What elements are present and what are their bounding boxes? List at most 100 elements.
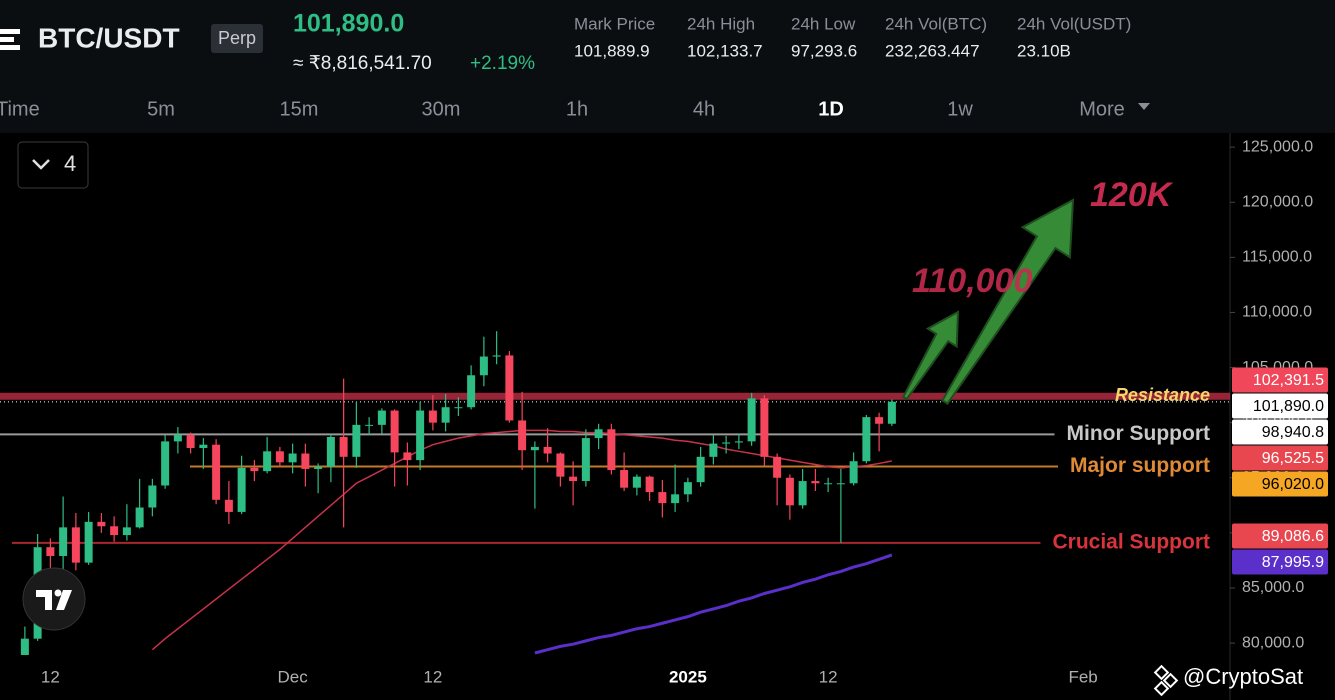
price-tag: [1232, 393, 1328, 419]
x-tick-label: 12: [423, 667, 442, 686]
stat-value: 97,293.6: [791, 41, 857, 60]
x-tick-label: 2025: [669, 667, 707, 686]
stat-label: Mark Price: [574, 14, 655, 33]
stat-value: 232,263.447: [885, 41, 980, 60]
candle-body: [722, 442, 731, 444]
candle-body: [849, 461, 858, 484]
price-tag: [1232, 471, 1328, 497]
timeframe-tab[interactable]: 1w: [947, 98, 973, 120]
timeframe-tab[interactable]: 15m: [280, 98, 319, 120]
price-tag: [1232, 419, 1328, 445]
candle-body: [454, 407, 463, 409]
timeframe-tab[interactable]: Time: [0, 98, 40, 120]
candle-body: [543, 446, 552, 454]
stat-value: 102,133.7: [687, 41, 763, 60]
timeframe-tab[interactable]: 1D: [818, 98, 844, 120]
candle-body: [110, 526, 119, 536]
candle-body: [416, 410, 425, 461]
y-tick-label: 85,000.0: [1242, 579, 1304, 596]
candle-body: [569, 476, 578, 482]
candle-body: [887, 401, 896, 424]
price-tag-label: 102,391.5: [1253, 372, 1324, 389]
badge-bg: [211, 24, 263, 53]
y-tick-label: 120,000.0: [1242, 193, 1313, 210]
candle-body: [760, 398, 769, 457]
annotation: 110,000: [912, 262, 1032, 300]
timeframe-tab[interactable]: 1h: [566, 98, 588, 120]
candle-body: [556, 453, 565, 477]
candle-body: [645, 476, 654, 493]
candle-body: [467, 375, 476, 408]
level-label: Major support: [1070, 454, 1210, 477]
candle-body: [122, 527, 131, 536]
level-label: Minor Support: [1067, 422, 1210, 445]
price-tag-label: 96,020.0: [1262, 476, 1324, 493]
timeframe-tab[interactable]: 30m: [422, 98, 461, 120]
candle-body: [683, 482, 692, 495]
stat-label: 24h Vol(BTC): [885, 14, 987, 33]
y-tick-label: 115,000.0: [1242, 249, 1312, 266]
ma-line: [534, 553, 893, 655]
price-tag-label: 101,890.0: [1253, 398, 1324, 415]
candle-body: [505, 355, 514, 421]
candle-body: [441, 407, 450, 423]
symbol: BTC/USDT: [38, 22, 180, 53]
price-tag-label: 96,525.5: [1262, 450, 1324, 467]
candle-body: [403, 452, 412, 461]
candle-body: [301, 453, 310, 469]
candle-body: [148, 485, 157, 508]
level-label: Resistance: [1115, 385, 1210, 405]
price-tag: [1232, 445, 1328, 471]
candle-body: [734, 441, 743, 443]
candle-body: [836, 483, 845, 485]
price-tag-label: 89,086.6: [1262, 528, 1324, 545]
candle-body: [658, 492, 667, 504]
candle-body: [339, 436, 348, 457]
timeframe-tab[interactable]: 5m: [147, 98, 175, 120]
candle-body: [594, 429, 603, 439]
indicator-toggle[interactable]: 4: [17, 141, 89, 189]
candle-body: [275, 451, 284, 463]
candle-body: [135, 507, 144, 528]
y-tick-label: 110,000.0: [1242, 304, 1312, 321]
x-tick-label: 12: [819, 667, 838, 686]
candle-body: [875, 417, 884, 424]
candle-body: [71, 527, 80, 563]
candle-body: [773, 456, 782, 478]
timeframe-tab[interactable]: 4h: [693, 98, 715, 120]
candle-body: [84, 521, 93, 563]
candle-body: [377, 410, 386, 425]
candle-body: [237, 467, 246, 512]
more-caret: [1138, 103, 1150, 110]
candle-body: [263, 451, 272, 472]
stat-value: 101,889.9: [574, 41, 650, 60]
watermark: @CryptoSat: [1183, 664, 1303, 689]
candle-body: [785, 477, 794, 506]
app-logo: [0, 29, 20, 50]
candle-body: [212, 444, 221, 500]
candle-body: [365, 424, 374, 426]
stat-label: 24h High: [687, 14, 755, 33]
candle-body: [352, 424, 361, 457]
candle-body: [479, 356, 488, 376]
timeframe-tab[interactable]: More: [1079, 98, 1125, 120]
annotation: 120K: [1090, 176, 1174, 214]
x-tick-label: Feb: [1068, 667, 1097, 686]
candle-body: [173, 434, 182, 442]
candle-body: [199, 444, 208, 449]
level-label: Crucial Support: [1052, 530, 1210, 553]
candle-body: [620, 470, 629, 488]
header-bg: [0, 0, 1335, 133]
candle-body: [530, 446, 539, 451]
overlay: Resistance Minor Support Major support Cruc…: [901, 176, 1210, 553]
inr-price: ≈ ₹8,816,541.70: [293, 53, 432, 74]
candle-body: [747, 398, 756, 442]
arrow: [941, 198, 1075, 405]
x-tick-label: 12: [41, 667, 60, 686]
stat-label: 24h Vol(USDT): [1017, 14, 1131, 33]
watermark-icon: [1153, 664, 1179, 697]
candle-body: [811, 481, 820, 484]
candle-body: [696, 456, 705, 483]
price-tag-label: 98,940.8: [1262, 424, 1324, 441]
